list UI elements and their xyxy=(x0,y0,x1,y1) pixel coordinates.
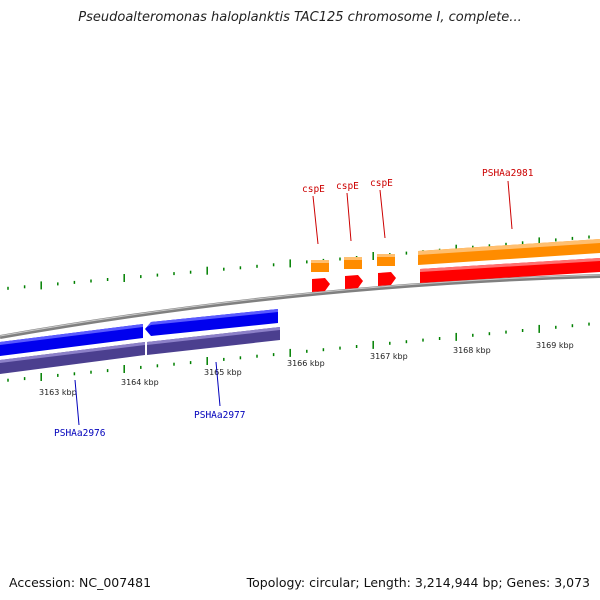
feature-PSHAa2977-cds[interactable] xyxy=(147,327,280,355)
feature-label-cspE[interactable]: cspE xyxy=(336,181,359,192)
feature-label-PSHAa2976[interactable]: PSHAa2976 xyxy=(54,428,106,439)
feature-PSHAa2977-cds-shine xyxy=(147,327,280,345)
genome-summary-text: Topology: circular; Length: 3,214,944 bp… xyxy=(246,575,590,590)
feature-PSHAa2976-cds[interactable] xyxy=(0,342,145,374)
upper-tick-row xyxy=(7,235,590,290)
scale-label: 3169 kbp xyxy=(536,341,574,350)
chromosome-backbone xyxy=(0,274,600,339)
feature-cspE-gene[interactable] xyxy=(378,272,396,286)
leader-line xyxy=(312,195,319,245)
feature-label-PSHAa2981[interactable]: PSHAa2981 xyxy=(482,168,534,179)
chromosome-backbone-highlight xyxy=(0,274,600,337)
feature-labels: PSHAa2976 PSHAa2977 cspE cspE cspE PSHAa… xyxy=(54,168,534,439)
accession-text: Accession: NC_007481 xyxy=(9,575,152,590)
feature-cspE-cds-shine xyxy=(311,260,329,263)
scale-label: 3164 kbp xyxy=(121,378,159,387)
feature-PSHAa2976-gene[interactable] xyxy=(0,324,143,356)
feature-PSHAa2981-gene[interactable] xyxy=(420,258,600,283)
feature-label-PSHAa2977[interactable]: PSHAa2977 xyxy=(194,410,245,421)
feature-PSHAa2981-gene-shine xyxy=(420,258,600,272)
leader-line xyxy=(74,379,80,426)
scale-label: 3167 kbp xyxy=(370,352,408,361)
feature-PSHAa2977-gene-shine xyxy=(147,309,278,327)
reverse-strand xyxy=(0,309,280,374)
feature-PSHAa2976-gene-shine xyxy=(0,324,143,345)
feature-cspE-gene[interactable] xyxy=(345,275,363,289)
forward-strand xyxy=(311,239,600,292)
scale-label: 3168 kbp xyxy=(453,346,491,355)
feature-label-cspE[interactable]: cspE xyxy=(370,178,393,189)
feature-label-cspE[interactable]: cspE xyxy=(302,184,325,195)
feature-cspE-cds-shine xyxy=(377,254,395,257)
leader-line xyxy=(346,192,352,242)
label-leader-lines xyxy=(74,180,513,426)
leader-line xyxy=(379,189,386,239)
feature-cspE-gene[interactable] xyxy=(312,278,330,292)
lower-tick-row xyxy=(7,322,590,382)
scale-label: 3165 kbp xyxy=(204,368,242,377)
leader-line xyxy=(215,361,221,407)
feature-PSHAa2981-cds-shine xyxy=(418,239,600,255)
map-title: Pseudoalteromonas haloplanktis TAC125 ch… xyxy=(78,10,522,25)
feature-cspE-cds-shine xyxy=(344,257,362,260)
feature-PSHAa2976-cds-shine xyxy=(0,342,145,363)
scale-labels: 3163 kbp 3164 kbp 3165 kbp 3166 kbp 3167… xyxy=(39,341,574,397)
leader-line xyxy=(507,180,513,230)
feature-PSHAa2977-gene[interactable] xyxy=(145,309,278,336)
scale-label: 3166 kbp xyxy=(287,359,325,368)
scale-label: 3163 kbp xyxy=(39,388,77,397)
